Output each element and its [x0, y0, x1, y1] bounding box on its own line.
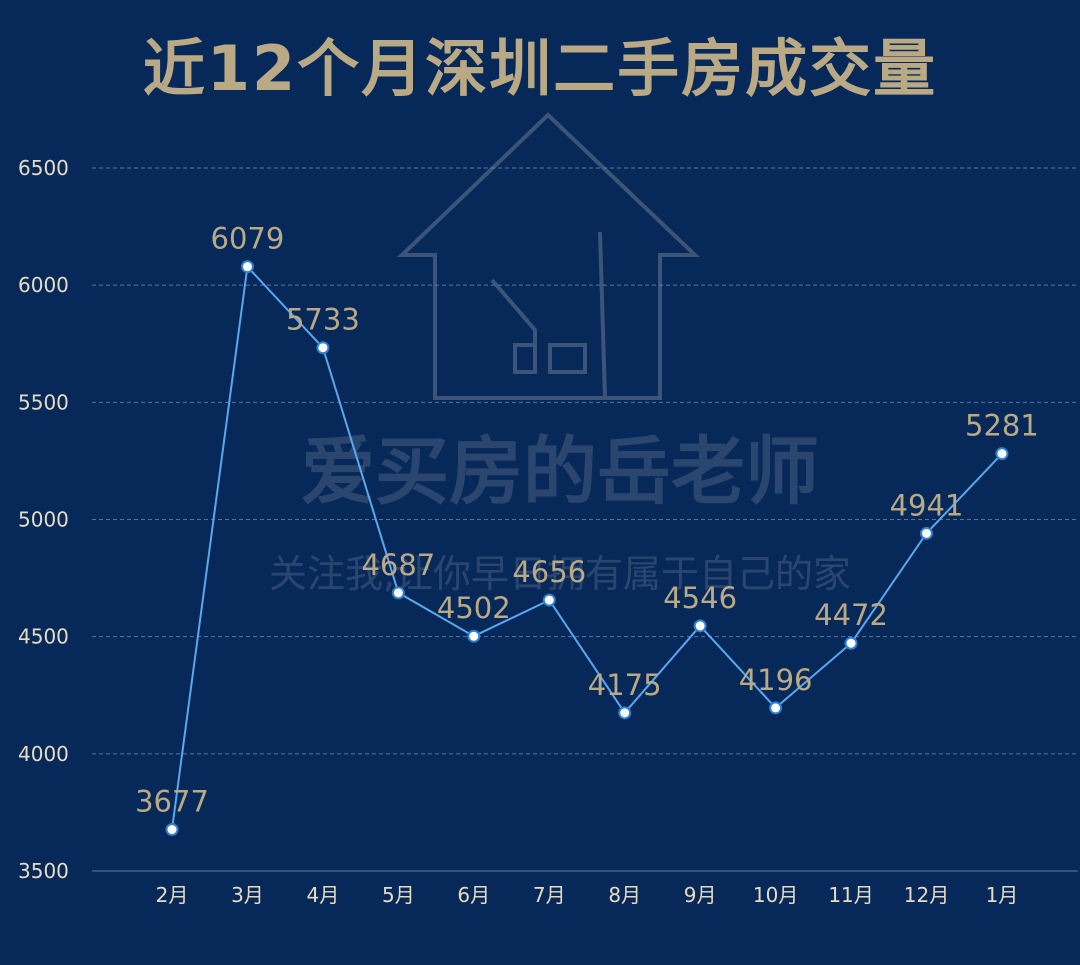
data-point: [165, 823, 179, 837]
data-points: [165, 260, 1009, 837]
grid-layer: [92, 167, 1078, 872]
data-point: [769, 701, 783, 715]
data-label: 5281: [965, 409, 1039, 443]
x-tick-label: 7月: [533, 883, 566, 907]
data-label: 4656: [512, 555, 586, 589]
data-point: [618, 706, 632, 720]
x-axis: 2月 3月 4月 5月 6月 7月 8月 9月 10月 11月 12月 1月: [156, 883, 1019, 907]
watermark-line1: 爱买房的岳老师: [301, 429, 819, 515]
data-label: 6079: [211, 222, 285, 256]
x-tick-label: 10月: [753, 883, 798, 907]
x-tick-label: 5月: [382, 883, 415, 907]
data-point: [693, 619, 707, 633]
data-point: [316, 341, 330, 355]
data-point: [542, 593, 556, 607]
data-label: 4941: [890, 488, 964, 522]
data-point: [920, 526, 933, 540]
x-tick-label: 4月: [307, 883, 340, 907]
y-tick-label: 5000: [18, 508, 69, 532]
x-tick-label: 3月: [231, 883, 264, 907]
x-tick-label: 1月: [986, 883, 1019, 907]
data-label: 5733: [286, 303, 360, 337]
data-label: 4546: [663, 581, 737, 615]
y-tick-label: 6500: [18, 156, 69, 180]
data-label: 4196: [739, 663, 813, 697]
y-tick-label: 4000: [18, 742, 69, 766]
x-tick-label: 8月: [608, 883, 641, 907]
data-label: 3677: [135, 785, 209, 819]
data-label: 4472: [814, 598, 888, 632]
house-watermark-icon: [397, 112, 700, 400]
data-label: 4502: [437, 591, 511, 625]
x-tick-label: 2月: [156, 883, 189, 907]
y-axis: 3500 4000 4500 5000 5500 6000 6500: [18, 156, 69, 883]
watermark-line2: 关注我,让你早日拥有属于自己的家: [269, 552, 851, 596]
x-tick-label: 9月: [684, 883, 717, 907]
data-label: 4175: [588, 668, 662, 702]
y-tick-label: 4500: [18, 625, 69, 649]
data-point: [995, 447, 1009, 461]
chart-title: 近12个月深圳二手房成交量: [142, 32, 938, 105]
series-line: [171, 264, 1003, 830]
y-tick-label: 6000: [18, 273, 69, 297]
data-point: [391, 586, 405, 600]
y-tick-label: 5500: [18, 390, 69, 414]
data-label: 4687: [361, 548, 435, 582]
y-tick-label: 3500: [18, 859, 69, 883]
data-point: [467, 629, 481, 643]
x-tick-label: 12月: [904, 883, 949, 907]
data-point: [844, 636, 858, 650]
x-tick-label: 11月: [828, 883, 873, 907]
data-point: [240, 260, 254, 274]
x-tick-label: 6月: [457, 883, 490, 907]
